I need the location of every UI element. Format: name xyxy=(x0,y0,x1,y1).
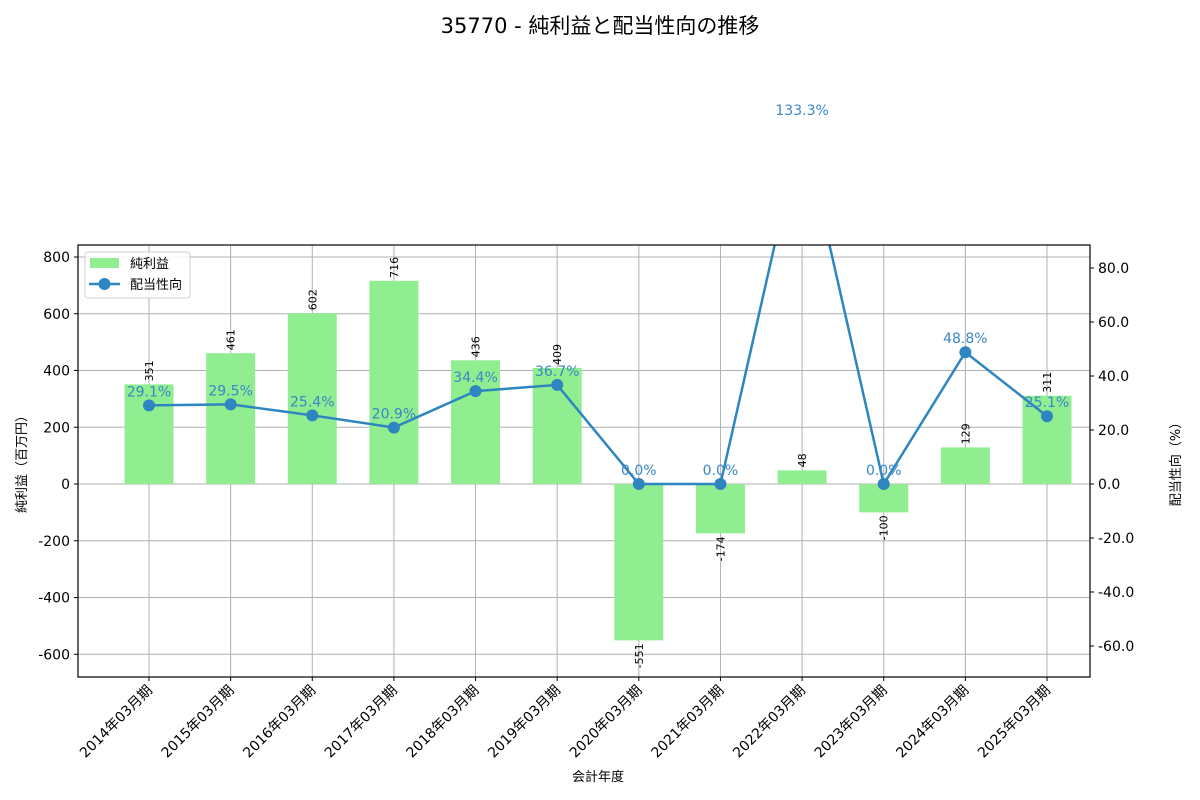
plot-frame xyxy=(77,244,1091,678)
x-tick-label: 2015年03月期 xyxy=(159,683,238,762)
bar xyxy=(940,447,990,484)
bar xyxy=(695,484,745,534)
line-marker xyxy=(469,385,482,398)
y-right-tick-label: 20.0 xyxy=(1098,423,1129,439)
line-marker xyxy=(306,409,319,422)
payout-value-label: 34.4% xyxy=(453,370,497,386)
y-right-tick-label: 40.0 xyxy=(1098,369,1129,385)
bar-value-label: 716 xyxy=(388,257,401,278)
y-right-tick-label: 80.0 xyxy=(1098,261,1129,277)
y-left-tick-label: 600 xyxy=(43,307,70,323)
bar-value-label: 409 xyxy=(551,344,564,365)
line-marker xyxy=(1041,410,1053,423)
line-marker xyxy=(877,478,890,490)
line-marker xyxy=(551,378,564,391)
payout-value-label: 0.0% xyxy=(621,463,657,479)
y-right-tick-label: 0.0 xyxy=(1098,477,1120,493)
y-right-tick-label: -40.0 xyxy=(1098,585,1134,601)
bar xyxy=(287,313,337,484)
bar-value-label: 436 xyxy=(470,336,483,357)
line-marker xyxy=(714,478,727,490)
x-tick-label: 2019年03月期 xyxy=(485,683,564,762)
bar xyxy=(451,360,501,484)
x-tick-label: 2025年03月期 xyxy=(975,683,1054,762)
payout-value-label: 29.1% xyxy=(127,384,171,400)
bar-value-label: -100 xyxy=(878,515,891,540)
bar-value-label: 602 xyxy=(306,289,319,310)
y-left-tick-label: -200 xyxy=(38,534,70,550)
line-marker xyxy=(224,398,237,411)
y-left-tick-label: 200 xyxy=(43,420,70,436)
y-right-axis-label: 配当性向（%） xyxy=(1168,416,1184,506)
bar-value-label: 129 xyxy=(959,423,972,444)
bar-value-label: 48 xyxy=(796,453,809,467)
bar-value-label: -174 xyxy=(714,536,727,561)
legend-label-payout-ratio: 配当性向 xyxy=(130,277,182,293)
x-tick-label: 2014年03月期 xyxy=(77,683,156,762)
bar xyxy=(369,280,419,484)
payout-value-label: 29.5% xyxy=(208,383,252,399)
x-tick-label: 2024年03月期 xyxy=(893,683,972,762)
x-tick-label: 2020年03月期 xyxy=(567,683,646,762)
legend-line-marker xyxy=(98,278,111,290)
chart-title: 35770 - 純利益と配当性向の推移 xyxy=(440,14,760,38)
bar-value-label: -551 xyxy=(633,643,646,668)
legend-label-net-income: 純利益 xyxy=(130,257,169,272)
y-right-tick-label: -60.0 xyxy=(1098,639,1134,655)
line-marker xyxy=(387,421,400,434)
payout-value-label: 0.0% xyxy=(703,463,739,479)
y-left-tick-label: 400 xyxy=(43,364,70,380)
bar-series-net-income xyxy=(124,280,1072,641)
y-left-axis-label: 純利益（百万円） xyxy=(15,409,30,513)
x-tick-label: 2018年03月期 xyxy=(404,683,483,762)
y-left-tick-label: -400 xyxy=(38,591,70,607)
line-marker xyxy=(796,118,808,130)
bar-value-label: 311 xyxy=(1041,372,1054,393)
line-series-payout-ratio xyxy=(143,118,1053,490)
payout-value-label: 0.0% xyxy=(866,463,902,479)
y-left-tick-label: 800 xyxy=(43,250,70,266)
y-left-tick-label: 0 xyxy=(61,477,70,493)
x-axis-label: 会計年度 xyxy=(572,769,624,785)
payout-value-label: 25.4% xyxy=(290,394,334,410)
x-tick-label: 2021年03月期 xyxy=(648,683,727,762)
bar xyxy=(206,353,256,484)
payout-value-label: 133.3% xyxy=(775,103,828,119)
x-tick-label: 2022年03月期 xyxy=(730,683,809,762)
line-marker xyxy=(959,346,972,359)
y-left-tick-label: -600 xyxy=(38,647,70,663)
bar-value-label: 461 xyxy=(225,329,238,350)
payout-value-label: 48.8% xyxy=(943,331,987,347)
bar-value-label: 351 xyxy=(143,360,156,381)
x-tick-label: 2016年03月期 xyxy=(240,683,319,762)
bar xyxy=(777,470,827,484)
payout-value-label: 20.9% xyxy=(372,407,416,423)
y-right-tick-label: 60.0 xyxy=(1098,315,1129,331)
line-marker xyxy=(632,478,645,490)
x-tick-label: 2023年03月期 xyxy=(812,683,891,762)
y-right-tick-label: -20.0 xyxy=(1098,531,1134,547)
payout-value-label: 25.1% xyxy=(1025,395,1069,411)
bar xyxy=(614,484,664,641)
payout-value-label: 36.7% xyxy=(535,364,579,380)
line-marker xyxy=(143,399,155,412)
x-tick-label: 2017年03月期 xyxy=(322,683,401,762)
legend-bar-swatch xyxy=(90,258,119,268)
